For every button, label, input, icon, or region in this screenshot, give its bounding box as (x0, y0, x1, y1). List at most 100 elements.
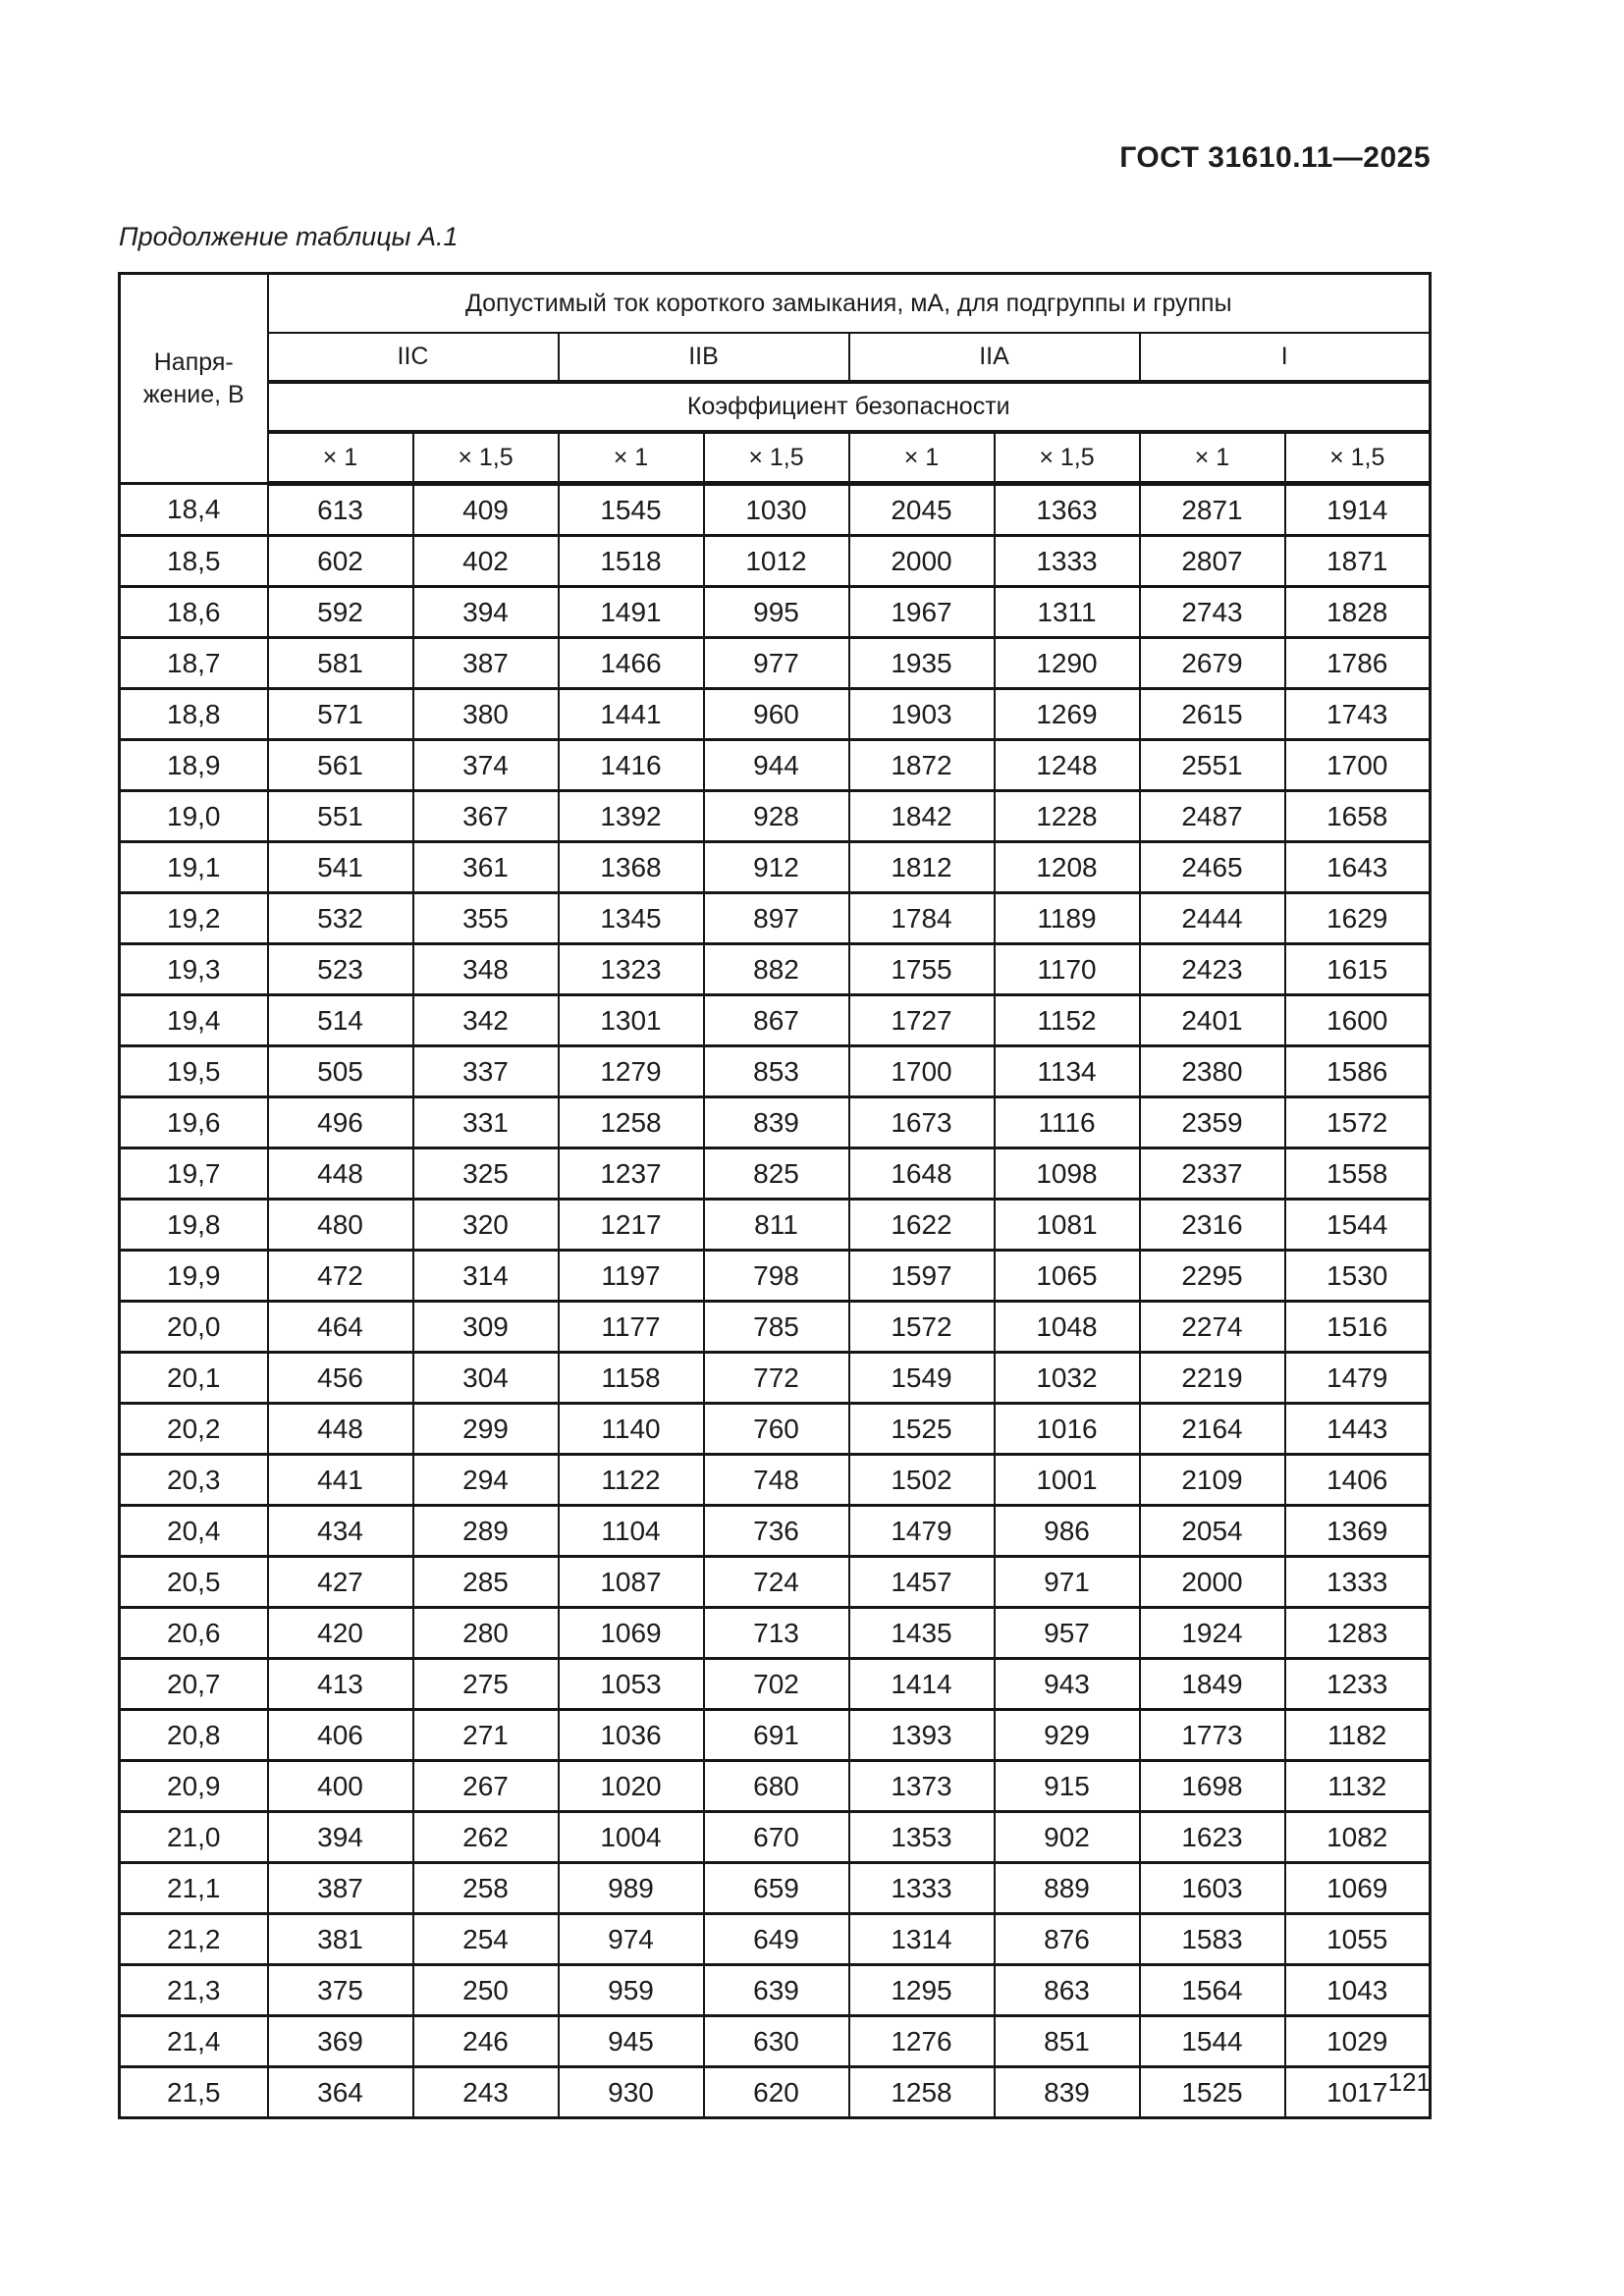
current-cell: 394 (411, 585, 560, 639)
current-cell: 441 (266, 1453, 414, 1507)
current-cell: 1363 (993, 482, 1141, 537)
current-cell: 1773 (1138, 1708, 1286, 1762)
header-row-groups: IIC IIB IIA I (120, 333, 1432, 384)
current-cell: 561 (266, 738, 414, 792)
current-cell: 581 (266, 636, 414, 690)
current-cell: 1435 (847, 1606, 996, 1660)
current-cell: 825 (702, 1147, 850, 1201)
table-row: 18,5 602 402 1518 1012 2000 1333 2807 1871 (118, 534, 1432, 588)
table-row: 18,9 561 374 1416 944 1872 1248 2551 1700 (118, 738, 1432, 792)
current-cell: 748 (702, 1453, 850, 1507)
current-cell: 1572 (1283, 1095, 1432, 1149)
current-cell: 1314 (847, 1912, 996, 1966)
current-cell: 1849 (1138, 1657, 1286, 1711)
current-cell: 369 (266, 2014, 414, 2068)
current-cell: 1228 (993, 789, 1141, 843)
table-row: 19,8 480 320 1217 811 1622 1081 2316 1544 (118, 1198, 1432, 1252)
current-cell: 1001 (993, 1453, 1141, 1507)
current-cell: 267 (411, 1759, 560, 1813)
current-cell: 1755 (847, 942, 996, 996)
current-cell: 649 (702, 1912, 850, 1966)
current-cell: 374 (411, 738, 560, 792)
current-cell: 1182 (1283, 1708, 1432, 1762)
current-cell: 1648 (847, 1147, 996, 1201)
current-cell: 1248 (993, 738, 1141, 792)
table-row: 20,2 448 299 1140 760 1525 1016 2164 1443 (118, 1402, 1432, 1456)
voltage-cell: 20,6 (118, 1606, 269, 1660)
current-cell: 2487 (1138, 789, 1286, 843)
current-cell: 2000 (1138, 1555, 1286, 1609)
voltage-cell: 19,0 (118, 789, 269, 843)
voltage-cell: 21,0 (118, 1810, 269, 1864)
current-cell: 1544 (1283, 1198, 1432, 1252)
voltage-cell: 18,8 (118, 687, 269, 741)
table-header: Напря- жение, В Допустимый ток короткого… (118, 273, 1432, 486)
current-cell: 1924 (1138, 1606, 1286, 1660)
current-cell: 1700 (847, 1044, 996, 1098)
table-row: 21,5 364 243 930 620 1258 839 1525 1017 (118, 2065, 1432, 2119)
multiplier-header: × 1 (1138, 432, 1286, 486)
voltage-cell: 19,3 (118, 942, 269, 996)
current-cell: 2871 (1138, 482, 1286, 537)
current-cell: 262 (411, 1810, 560, 1864)
table-row: 19,3 523 348 1323 882 1755 1170 2423 1615 (118, 942, 1432, 996)
current-cell: 532 (266, 891, 414, 945)
voltage-cell: 21,4 (118, 2014, 269, 2068)
current-cell: 959 (557, 1963, 705, 2017)
current-cell: 1140 (557, 1402, 705, 1456)
table-row: 20,4 434 289 1104 736 1479 986 2054 1369 (118, 1504, 1432, 1558)
current-cell: 1087 (557, 1555, 705, 1609)
current-cell: 772 (702, 1351, 850, 1405)
current-cell: 1786 (1283, 636, 1432, 690)
current-cell: 977 (702, 636, 850, 690)
voltage-cell: 20,9 (118, 1759, 269, 1813)
table-row: 18,6 592 394 1491 995 1967 1311 2743 1828 (118, 585, 1432, 639)
current-cell: 882 (702, 942, 850, 996)
current-cell: 496 (266, 1095, 414, 1149)
current-cell: 337 (411, 1044, 560, 1098)
current-cell: 246 (411, 2014, 560, 2068)
group-header-iia: IIA (847, 333, 1141, 384)
current-cell: 375 (266, 1963, 414, 2017)
current-cell: 2359 (1138, 1095, 1286, 1149)
current-cell: 1698 (1138, 1759, 1286, 1813)
current-cell: 1544 (1138, 2014, 1286, 2068)
table-continuation-caption: Продолжение таблицы А.1 (119, 222, 459, 251)
current-cell: 1525 (847, 1402, 996, 1456)
table-row: 19,6 496 331 1258 839 1673 1116 2359 1572 (118, 1095, 1432, 1149)
header-row-multipliers: × 1 × 1,5 × 1 × 1,5 × 1 × 1,5 × 1 × 1,5 (120, 432, 1432, 486)
current-cell: 1597 (847, 1249, 996, 1303)
multiplier-header: × 1,5 (702, 432, 850, 486)
current-cell: 1116 (993, 1095, 1141, 1149)
multiplier-header: × 1 (266, 432, 414, 486)
voltage-cell: 18,9 (118, 738, 269, 792)
table-row: 20,0 464 309 1177 785 1572 1048 2274 1516 (118, 1300, 1432, 1354)
current-cell: 1098 (993, 1147, 1141, 1201)
voltage-cell: 19,1 (118, 840, 269, 894)
current-cell: 1700 (1283, 738, 1432, 792)
current-cell: 2316 (1138, 1198, 1286, 1252)
voltage-cell: 21,2 (118, 1912, 269, 1966)
current-cell: 943 (993, 1657, 1141, 1711)
current-cell: 1525 (1138, 2065, 1286, 2119)
current-cell: 1333 (847, 1861, 996, 1915)
current-cell: 275 (411, 1657, 560, 1711)
current-cell: 929 (993, 1708, 1141, 1762)
current-cell: 2045 (847, 482, 996, 537)
voltage-cell: 20,3 (118, 1453, 269, 1507)
multiplier-header: × 1 (557, 432, 705, 486)
current-cell: 464 (266, 1300, 414, 1354)
current-cell: 1466 (557, 636, 705, 690)
current-cell: 2164 (1138, 1402, 1286, 1456)
current-cell: 1053 (557, 1657, 705, 1711)
current-cell: 381 (266, 1912, 414, 1966)
current-cell: 620 (702, 2065, 850, 2119)
current-cell: 2743 (1138, 585, 1286, 639)
table-row: 18,4 613 409 1545 1030 2045 1363 2871 1914 (118, 482, 1432, 537)
current-cell: 1323 (557, 942, 705, 996)
voltage-cell: 20,1 (118, 1351, 269, 1405)
current-cell: 1564 (1138, 1963, 1286, 2017)
current-cell: 1812 (847, 840, 996, 894)
multiplier-header: × 1,5 (1283, 432, 1432, 486)
current-cell: 325 (411, 1147, 560, 1201)
